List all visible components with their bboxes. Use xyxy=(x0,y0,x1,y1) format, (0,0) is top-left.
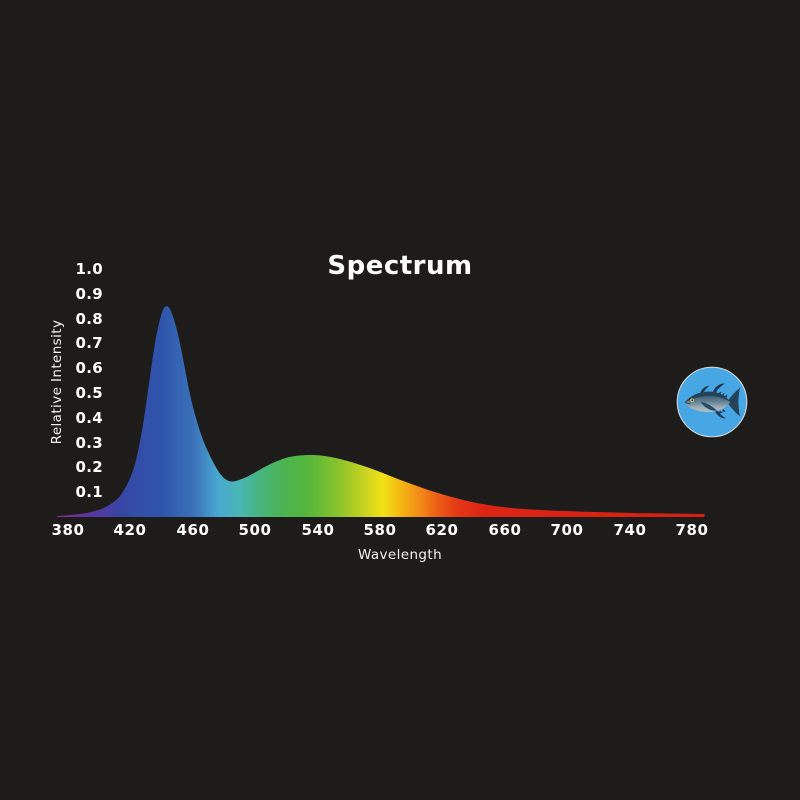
y-tick-label: 0.8 xyxy=(75,310,103,328)
y-tick-label: 0.9 xyxy=(75,285,103,303)
x-tick-label: 380 xyxy=(51,521,85,539)
y-tick-label: 0.6 xyxy=(75,359,103,377)
y-tick-label: 0.5 xyxy=(75,384,103,402)
x-axis-title: Wavelength xyxy=(357,547,443,563)
x-tick-label: 620 xyxy=(425,521,459,539)
y-tick-label: 0.7 xyxy=(75,334,103,352)
y-tick-label: 0.1 xyxy=(75,483,103,501)
x-tick-label: 700 xyxy=(550,521,584,539)
x-tick-label: 540 xyxy=(301,521,335,539)
x-tick-label: 780 xyxy=(675,521,709,539)
x-tick-label: 420 xyxy=(113,521,147,539)
y-tick-label: 0.3 xyxy=(75,434,103,452)
y-tick-label: 0.2 xyxy=(75,458,103,476)
chart-title: Spectrum xyxy=(327,251,473,281)
tuna-fish-badge xyxy=(676,366,748,438)
y-tick-label: 1.0 xyxy=(75,260,103,278)
y-axis-title: Relative Intensity xyxy=(49,319,65,445)
y-tick-label: 0.4 xyxy=(75,409,103,427)
x-tick-label: 500 xyxy=(238,521,272,539)
x-tick-label: 580 xyxy=(363,521,397,539)
spectrum-curve-fill xyxy=(57,306,705,517)
tuna-fish-icon xyxy=(684,383,741,419)
x-tick-label: 660 xyxy=(488,521,522,539)
x-tick-label: 740 xyxy=(613,521,647,539)
x-tick-label: 460 xyxy=(176,521,210,539)
